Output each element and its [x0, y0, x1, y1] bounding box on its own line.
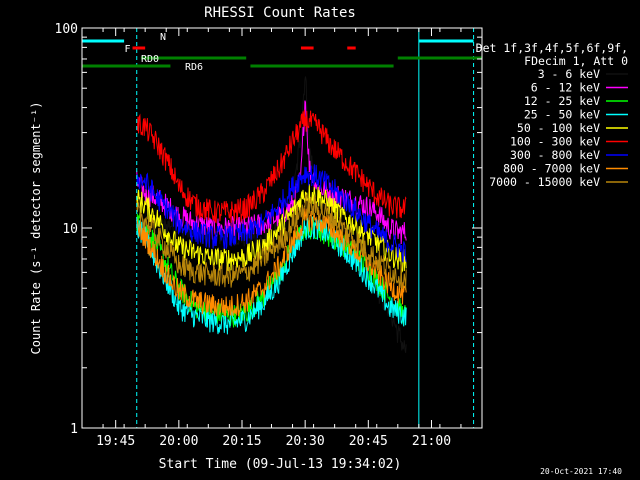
- series-line-8: [136, 193, 407, 290]
- flag-label-rd6: RD6: [185, 62, 203, 73]
- timestamp: 20-Oct-2021 17:40: [540, 467, 622, 476]
- flag-label-n: N: [160, 32, 166, 43]
- series-line-6: [136, 164, 407, 263]
- x-tick-label-5: 21:00: [412, 434, 451, 449]
- y-tick-label-2: 100: [55, 22, 78, 37]
- chart-title: RHESSI Count Rates: [204, 5, 356, 21]
- legend-entry-1: 6 - 12 keV: [531, 81, 600, 95]
- x-tick-label-1: 20:00: [159, 434, 198, 449]
- flag-label-rd0: RD0: [141, 54, 159, 65]
- legend: Det 1f,3f,4f,5f,6f,9f,FDecim 1, Att 03 -…: [476, 41, 628, 189]
- legend-entry-3: 25 - 50 keV: [524, 108, 600, 122]
- x-tick-label-4: 20:45: [349, 434, 388, 449]
- y-axis-label: Count Rate (s⁻¹ detector segment⁻¹): [29, 102, 43, 355]
- legend-entry-0: 3 - 6 keV: [538, 67, 600, 81]
- legend-header-0: Det 1f,3f,4f,5f,6f,9f,: [476, 41, 628, 55]
- plot-area: N F RD0 RD6 19:45 20:00 20:15 20:30 20:45 21:00 1 1…: [55, 22, 483, 449]
- legend-entry-4: 50 - 100 keV: [517, 121, 600, 135]
- legend-header-1: FDecim 1, Att 0: [524, 54, 628, 68]
- y-tick-label-1: 10: [62, 222, 78, 237]
- legend-entry-5: 100 - 300 keV: [510, 135, 600, 149]
- series-line-3: [136, 216, 407, 335]
- legend-entry-8: 7000 - 15000 keV: [489, 175, 600, 189]
- x-tick-label-2: 20:15: [222, 434, 261, 449]
- x-tick-label-0: 19:45: [96, 434, 135, 449]
- flag-label-f: F: [125, 44, 131, 55]
- y-tick-label-0: 1: [70, 422, 78, 437]
- x-tick-label-3: 20:30: [286, 434, 325, 449]
- series-line-5: [136, 109, 407, 224]
- legend-entry-2: 12 - 25 keV: [524, 94, 600, 108]
- legend-entry-7: 800 - 7000 keV: [503, 162, 600, 176]
- legend-entry-6: 300 - 800 keV: [510, 148, 600, 162]
- x-axis-label: Start Time (09-Jul-13 19:34:02): [159, 457, 402, 472]
